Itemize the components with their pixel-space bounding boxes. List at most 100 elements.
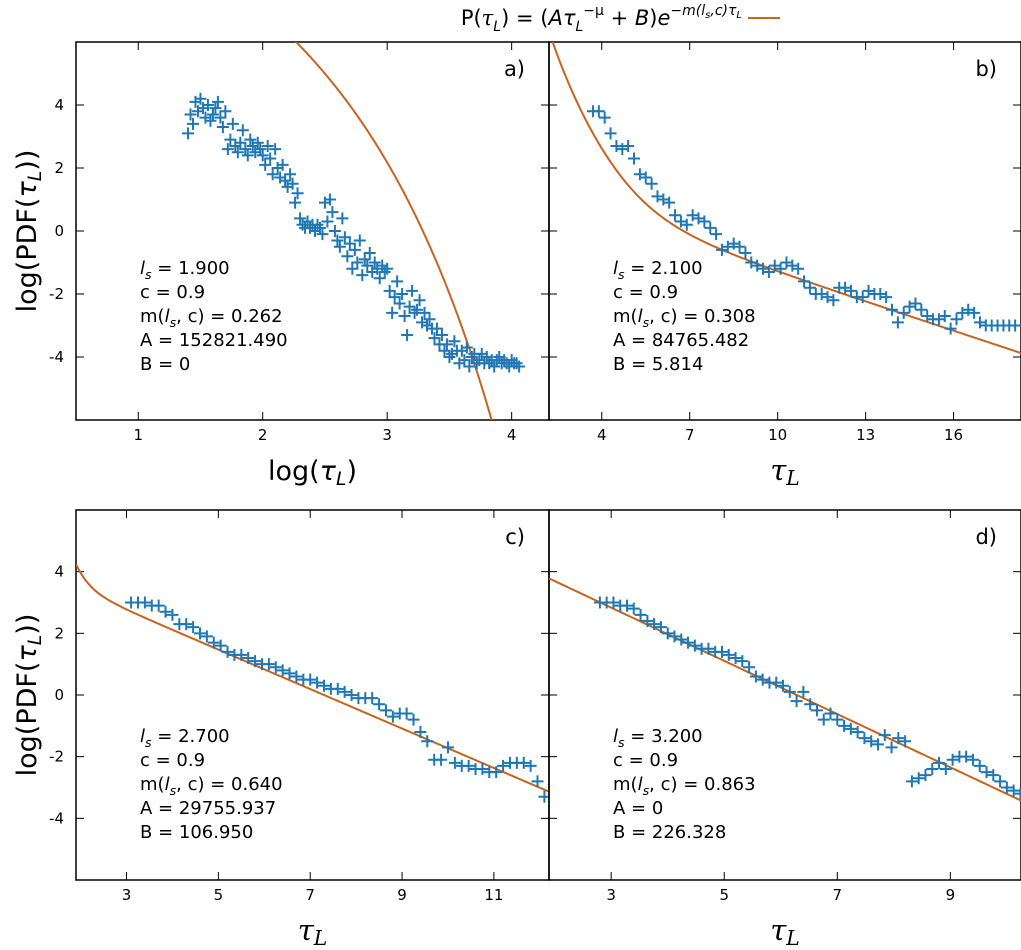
data-point xyxy=(211,95,224,108)
data-point xyxy=(311,676,324,689)
data-point xyxy=(440,338,453,351)
data-point xyxy=(234,136,247,149)
fit-curve xyxy=(551,42,1021,354)
data-point xyxy=(844,284,857,297)
fit-parameter: A = 84765.482 xyxy=(613,330,749,351)
data-point xyxy=(333,240,346,253)
data-point xyxy=(460,341,473,354)
data-point xyxy=(598,111,611,124)
data-point xyxy=(262,658,275,671)
data-point xyxy=(351,256,364,269)
data-point xyxy=(627,602,640,615)
data-point xyxy=(905,775,918,788)
x-tick-label: 9 xyxy=(946,886,956,904)
data-point xyxy=(743,661,756,674)
y-tick-label: -2 xyxy=(49,748,64,766)
data-point xyxy=(428,332,441,345)
x-tick-label: 16 xyxy=(944,426,963,444)
data-point xyxy=(517,756,530,769)
data-point xyxy=(221,645,234,658)
x-tick-label: 9 xyxy=(397,886,407,904)
data-point xyxy=(604,127,617,140)
data-point xyxy=(821,291,834,304)
data-point xyxy=(950,313,963,326)
data-point xyxy=(393,297,406,310)
data-point xyxy=(838,719,851,732)
data-series xyxy=(593,596,1021,800)
data-series xyxy=(182,92,526,373)
data-point xyxy=(878,729,891,742)
data-point xyxy=(430,322,443,335)
data-point xyxy=(398,310,411,323)
data-point xyxy=(824,707,837,720)
data-point xyxy=(435,328,448,341)
data-point xyxy=(1014,787,1021,800)
data-point xyxy=(668,630,681,643)
data-point xyxy=(749,670,762,683)
data-point xyxy=(180,618,193,631)
data-point xyxy=(194,92,207,105)
data-point xyxy=(316,228,329,241)
data-point xyxy=(815,288,828,300)
x-tick-label: 5 xyxy=(719,886,729,904)
x-tick-label: 3 xyxy=(122,886,132,904)
data-point xyxy=(289,196,302,209)
data-point xyxy=(657,193,670,206)
data-point xyxy=(304,673,317,686)
data-point xyxy=(891,316,904,329)
data-point xyxy=(290,670,303,683)
data-point xyxy=(715,645,728,658)
data-point xyxy=(810,704,823,717)
y-tick-label: -4 xyxy=(49,809,64,827)
legend-label: P(τL) = (AτL−μ + B)e−m(ls,c)τL xyxy=(461,3,742,35)
data-point xyxy=(892,732,905,745)
data-point xyxy=(368,256,381,269)
data-point xyxy=(363,247,376,260)
data-point xyxy=(216,121,229,134)
data-point xyxy=(592,105,605,118)
data-point xyxy=(844,722,857,735)
data-point xyxy=(661,627,674,640)
data-point xyxy=(762,265,775,278)
data-point xyxy=(803,281,816,294)
data-point xyxy=(792,262,805,275)
data-point xyxy=(710,228,723,241)
data-point xyxy=(739,247,752,260)
panel-tag: d) xyxy=(975,525,997,549)
data-point xyxy=(343,237,356,250)
data-point xyxy=(733,240,746,253)
panel-tag: c) xyxy=(505,525,525,549)
data-point xyxy=(291,187,304,200)
data-point xyxy=(224,133,237,146)
data-point xyxy=(770,676,783,689)
data-point xyxy=(715,243,728,256)
data-point xyxy=(448,756,461,769)
data-point xyxy=(286,177,299,190)
legend: P(τL) = (AτL−μ + B)e−m(ls,c)τL xyxy=(461,3,780,35)
y-tick-label: 4 xyxy=(54,96,64,114)
x-axis-label: τL​ xyxy=(770,453,800,490)
data-point xyxy=(321,215,334,228)
data-point xyxy=(973,759,986,772)
data-point xyxy=(336,212,349,225)
data-point xyxy=(353,234,366,247)
data-point xyxy=(777,679,790,692)
data-point xyxy=(897,306,910,319)
data-point xyxy=(414,726,427,738)
data-point xyxy=(379,704,392,717)
data-point xyxy=(166,608,179,621)
data-point xyxy=(774,262,787,275)
data-point xyxy=(476,763,489,775)
data-point xyxy=(610,139,623,152)
data-point xyxy=(839,281,852,294)
data-point xyxy=(912,772,925,785)
data-point xyxy=(621,599,634,612)
data-point xyxy=(827,294,840,307)
data-point xyxy=(239,143,252,156)
data-point xyxy=(797,685,810,698)
data-point xyxy=(328,225,341,237)
panel-tag: a) xyxy=(504,57,525,81)
